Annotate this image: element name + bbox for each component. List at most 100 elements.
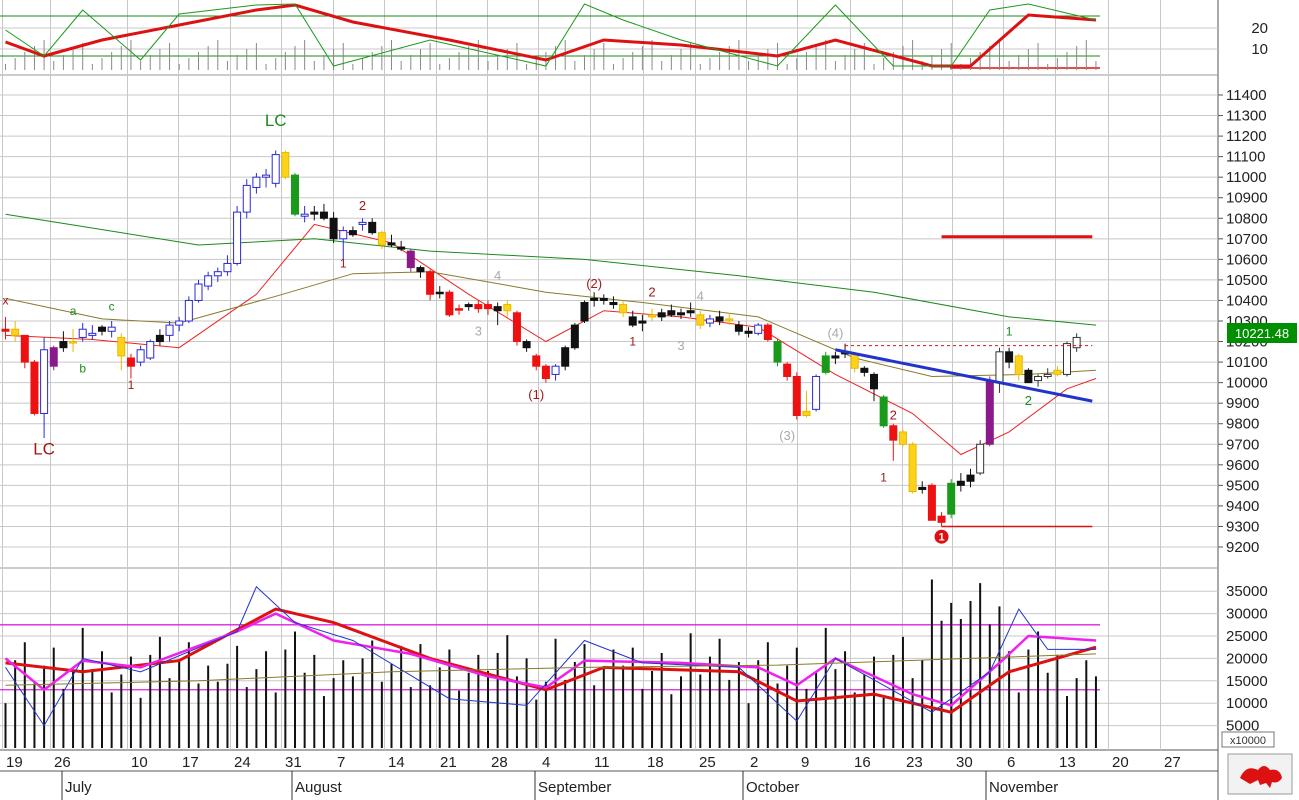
candle-body bbox=[551, 365, 560, 375]
candle-body bbox=[879, 396, 888, 427]
candles bbox=[1, 150, 1081, 527]
price-tick-label: 10600 bbox=[1226, 251, 1268, 268]
x-date-label: 24 bbox=[234, 754, 251, 771]
candle-body bbox=[802, 410, 811, 417]
candle-body bbox=[619, 304, 628, 314]
candle-body bbox=[387, 242, 396, 246]
candle-body bbox=[870, 373, 878, 390]
candle-body bbox=[628, 316, 637, 326]
candle-body bbox=[319, 211, 328, 219]
x-date-label: 2 bbox=[750, 754, 758, 771]
wave-annotations: LC LC x a b c 1 2 1 3 4 (1) (2) 2 1 4 3 (3) (4) 2 1 1 2 bbox=[3, 111, 1033, 484]
candle-body bbox=[242, 184, 251, 213]
wave-label: LC bbox=[33, 440, 55, 459]
candle-body bbox=[898, 431, 907, 445]
x-date-label: 20 bbox=[1112, 754, 1129, 771]
wave-label: (2) bbox=[586, 276, 602, 291]
price-tick-label: 9200 bbox=[1226, 539, 1259, 556]
candle-body bbox=[204, 275, 213, 287]
candle-body bbox=[532, 355, 541, 367]
candle-body bbox=[136, 349, 145, 363]
candle-body bbox=[860, 367, 869, 373]
candle-body bbox=[725, 318, 734, 322]
price-tick-label: 11000 bbox=[1226, 169, 1267, 186]
candle-body bbox=[69, 341, 78, 344]
candle-body bbox=[262, 174, 271, 178]
candle-body bbox=[107, 326, 116, 332]
month-label: September bbox=[538, 779, 611, 796]
wave-label: 1 bbox=[880, 470, 887, 484]
oscillator-panel bbox=[0, 3, 1100, 70]
price-tick-label: 11400 bbox=[1226, 87, 1267, 104]
x-date-label: 19 bbox=[6, 754, 23, 771]
price-tick-label: 9700 bbox=[1226, 436, 1259, 453]
candle-body bbox=[956, 480, 965, 486]
trend-line bbox=[835, 348, 1093, 403]
wave-label: 4 bbox=[697, 288, 704, 303]
x-date-label: 25 bbox=[699, 754, 716, 771]
volume-tick-label: 20000 bbox=[1226, 650, 1268, 667]
price-tick-label: 9300 bbox=[1226, 518, 1259, 535]
candle-body bbox=[638, 320, 647, 324]
candle-body bbox=[821, 355, 830, 373]
candle-body bbox=[1043, 373, 1052, 377]
candle-body bbox=[126, 357, 135, 367]
wave-label: 1 bbox=[1006, 324, 1013, 338]
candle-body bbox=[947, 482, 956, 515]
candle-body bbox=[30, 361, 39, 414]
candle-body bbox=[503, 304, 512, 312]
bull-logo-icon[interactable] bbox=[1227, 753, 1293, 795]
low-marker-label: 1 bbox=[938, 532, 944, 544]
candle-body bbox=[995, 351, 1004, 384]
candle-body bbox=[792, 375, 801, 417]
candle-body bbox=[455, 308, 464, 311]
x-date-label: 28 bbox=[491, 754, 508, 771]
candle-body bbox=[831, 355, 840, 359]
moving-average-line bbox=[5, 213, 1097, 326]
candle-body bbox=[783, 363, 792, 377]
candle-body bbox=[194, 283, 203, 301]
x-date-label: 18 bbox=[647, 754, 664, 771]
x-date-label: 14 bbox=[388, 754, 405, 771]
price-tick-label: 10900 bbox=[1226, 190, 1268, 207]
volume-multiplier-box: x10000 bbox=[1221, 731, 1275, 748]
candle-body bbox=[40, 349, 49, 414]
wave-label: 1 bbox=[629, 335, 636, 349]
price-tick-label: 9500 bbox=[1226, 477, 1259, 494]
candle-body bbox=[445, 291, 454, 316]
price-tick-label: 11200 bbox=[1226, 128, 1267, 145]
candle-body bbox=[754, 324, 763, 334]
volume-tick-label: 35000 bbox=[1226, 583, 1268, 600]
month-label: July bbox=[65, 779, 92, 796]
candle-body bbox=[908, 443, 917, 493]
wave-label: b bbox=[79, 361, 86, 375]
volume-indicator-line bbox=[5, 653, 1097, 686]
candle-body bbox=[734, 324, 743, 332]
candle-body bbox=[310, 211, 319, 215]
candle-body bbox=[985, 380, 994, 445]
wave-label: 1 bbox=[128, 378, 135, 392]
x-date-label: 13 bbox=[1059, 754, 1076, 771]
price-tick-label: 10400 bbox=[1226, 292, 1268, 309]
candle-body bbox=[609, 302, 618, 306]
candle-body bbox=[580, 302, 589, 322]
candle-body bbox=[464, 304, 473, 308]
candle-body bbox=[744, 330, 753, 334]
volume-panel bbox=[0, 579, 1100, 748]
x-date-label: 11 bbox=[594, 754, 610, 771]
wave-label: c bbox=[109, 300, 115, 314]
candle-body bbox=[252, 176, 261, 188]
x-date-label: 31 bbox=[285, 754, 302, 771]
candle-body bbox=[358, 221, 367, 225]
candle-body bbox=[233, 211, 242, 264]
oscillator-tick-label: 20 bbox=[1251, 20, 1268, 37]
price-tick-label: 11100 bbox=[1226, 149, 1266, 166]
candle-body bbox=[416, 267, 425, 273]
last-price-badge: 10221.48 bbox=[1227, 323, 1297, 343]
candle-body bbox=[1005, 351, 1014, 363]
candle-body bbox=[590, 297, 599, 301]
candle-body bbox=[927, 484, 936, 521]
price-tick-label: 10800 bbox=[1226, 210, 1268, 227]
candle-body bbox=[966, 474, 975, 482]
axes: 19 26 10 17 24 31 7 14 21 28 4 11 18 25 2 9 16 23 30 6 13 20 2… bbox=[6, 20, 1268, 800]
